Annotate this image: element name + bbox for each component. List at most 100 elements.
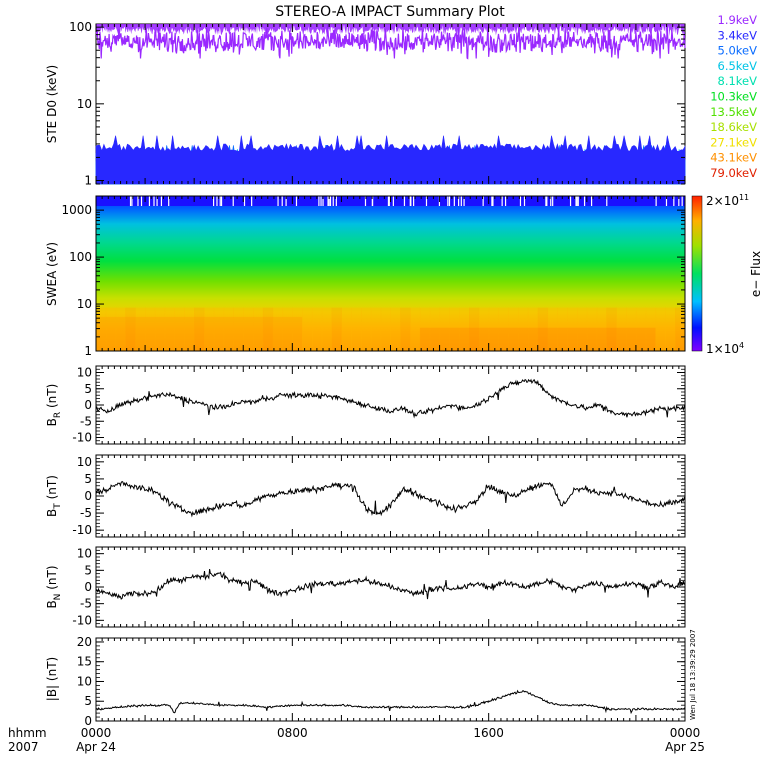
swea-data-gap [491,196,493,206]
swea-low-energy-cell [518,307,529,351]
legend-entry-13.5keV: 13.5keV [710,105,757,119]
swea-data-gap [665,196,668,206]
ste-ytick-label: 10 [77,97,92,111]
time-tick-label: 0800 [277,726,308,740]
ste-ylabel: STE D0 (keV) [45,65,59,144]
swea-data-gap [576,196,578,206]
bt-ytick-label: 0 [84,489,92,503]
swea-ylabel: SWEA (eV) [45,242,59,306]
swea-low-energy-cell [478,307,490,351]
br-ylabel-sub: R [53,412,63,418]
legend-entry-10.3keV: 10.3keV [710,90,757,104]
bt-ytick-label: 5 [84,472,92,486]
swea-low-energy-cell [675,307,686,351]
swea-data-gap [482,196,484,206]
swea-low-energy-cell [194,307,205,351]
swea-data-gap [447,196,449,206]
swea-high-flux-region [96,316,303,351]
br-ytick-label: 0 [84,398,92,412]
swea-low-energy-cell [586,307,598,351]
bt-y-axis: 10 5 0 -5 -10 [72,454,686,538]
colorbar-min-label: 1×104 [706,341,744,356]
swea-data-gap [329,196,332,206]
swea-spectrogram [96,196,685,351]
swea-data-gap [216,196,218,206]
swea-data-gap [460,196,462,206]
swea-data-gap [453,196,455,206]
swea-low-energy-cell [370,307,382,351]
swea-low-energy-cell [655,307,666,351]
swea-data-gap [364,196,367,206]
swea-data-gap [281,196,283,206]
legend-entry-43.1keV: 43.1keV [710,151,757,165]
swea-data-gap [577,196,579,206]
swea-data-gap [251,196,253,206]
swea-data-gap [140,196,143,206]
swea-low-energy-cell [184,307,195,351]
swea-low-energy-cell [203,307,215,351]
bn-ytick-label: 5 [84,563,92,577]
swea-low-energy-cell [164,307,176,351]
swea-data-gap [458,196,460,206]
legend-entry-27.1keV: 27.1keV [710,135,757,149]
ste-marks [95,24,686,185]
time-tick-date: Apr 25 [665,740,705,754]
swea-low-energy-cell [321,307,333,351]
bmag-ylabel: |B| (nT) [45,657,59,701]
bt-ylabel-unit: (nT) [45,475,59,503]
swea-panel: 1 10 100 1000 SWEA (eV) 2×1011 1×104 e− Flu… [45,193,763,358]
swea-low-energy-cell [429,307,441,351]
swea-data-gap [409,196,411,206]
swea-low-energy-cell [243,307,254,351]
br-y-axis: 10 5 0 -5 -10 [72,366,686,445]
br-ytick-label: -5 [80,414,92,428]
swea-data-gap [388,196,390,206]
swea-data-gap [131,196,133,206]
swea-data-gap [220,196,223,206]
swea-low-energy-cell [606,307,617,351]
swea-low-energy-cell [311,307,323,351]
swea-low-energy-cell [145,307,156,351]
time-tick-label: 0000 [81,726,112,740]
swea-data-gap [285,196,287,206]
legend-entry-18.6keV: 18.6keV [710,120,757,134]
swea-low-energy-cell [380,307,391,351]
swea-low-energy-cell [498,307,509,351]
bmag-ytick-label: 20 [77,635,92,649]
bn-y-axis: 10 5 0 -5 -10 [72,546,686,628]
swea-high-flux-region [419,327,656,351]
swea-low-energy-cell [577,307,588,351]
swea-low-energy-cell [665,307,676,351]
swea-data-gap [403,196,406,206]
swea-low-energy-cell [616,307,627,351]
swea-data-gap [552,196,554,206]
swea-low-energy-cell [292,307,303,351]
ste-y-axis: 1 10 100 [69,20,686,187]
br-ytick-label: 5 [84,382,92,396]
bn-ytick-label: 10 [77,547,92,561]
swea-low-energy-cell [508,307,519,351]
colorbar-max-exp: 11 [739,193,749,202]
bt-panel-frame [95,454,686,538]
swea-data-gap [583,196,586,206]
swea-data-gap [392,196,394,206]
swea-data-gap [322,196,324,206]
swea-data-gap [575,196,577,206]
swea-low-energy-cell [233,307,244,351]
swea-data-gap [243,196,246,206]
bmag-ytick-label: 10 [77,674,92,688]
swea-ytick-label: 100 [69,250,92,264]
swea-low-energy-cell [488,307,499,351]
swea-data-gap [448,196,451,206]
swea-low-energy-cell [115,307,126,351]
timestamp-stamp: Wen Jul 18 13:39:29 2007 [689,629,697,720]
swea-data-gap [463,196,465,206]
swea-data-gap [678,196,680,206]
br-ylabel-unit: (nT) [45,384,59,412]
swea-data-gap [673,196,675,206]
swea-low-energy-cell [223,307,234,351]
swea-data-gap [320,196,322,206]
bn-panel-frame [95,546,686,628]
swea-data-gap [332,196,334,206]
